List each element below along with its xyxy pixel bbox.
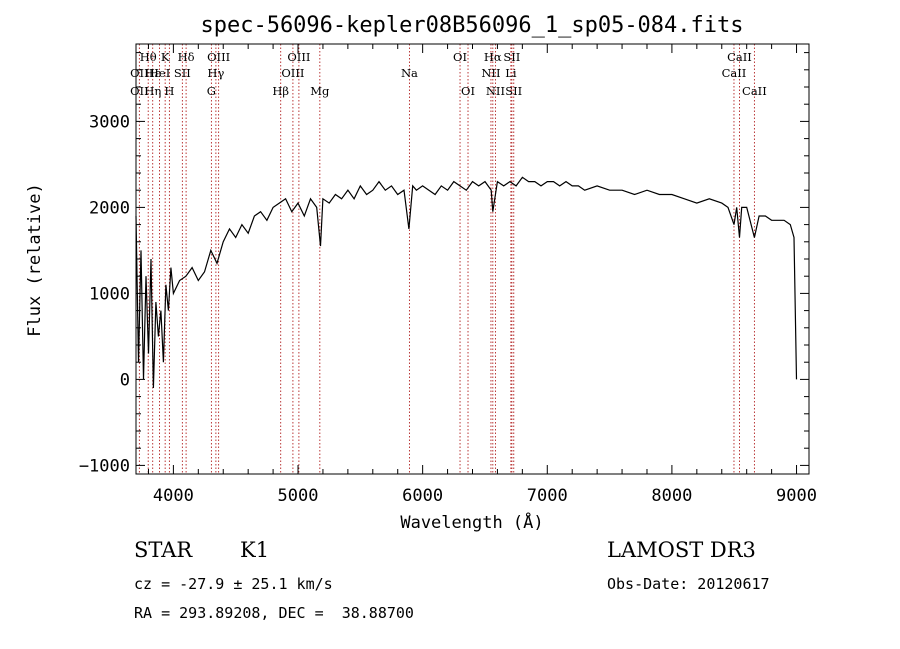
line-label: Li: [505, 66, 517, 80]
y-tick-label: 2000: [89, 198, 130, 218]
line-label: Mg: [310, 84, 330, 98]
x-axis-label: Wavelength (Å): [400, 511, 543, 533]
line-label: OIII: [207, 50, 230, 64]
x-tick-label: 8000: [651, 486, 692, 506]
x-tick-label: 5000: [278, 486, 319, 506]
line-label: OI: [453, 50, 467, 64]
x-tick-label: 4000: [153, 486, 194, 506]
y-tick-label: 0: [120, 370, 130, 390]
line-label: OII: [130, 66, 149, 80]
line-label: G: [207, 84, 216, 98]
line-label: H: [164, 84, 174, 98]
object-subclass: K1: [240, 538, 270, 562]
line-label: SII: [505, 84, 522, 98]
survey-name: LAMOST DR3: [607, 538, 756, 562]
plot-frame: [135, 43, 810, 475]
line-label: NII: [481, 66, 500, 80]
redshift-text: cz = -27.9 ± 25.1 km/s: [134, 575, 333, 593]
y-axis: −1000 0 1000 2000 3000: [79, 52, 809, 476]
line-label: HeI: [149, 66, 170, 80]
x-tick-label: 6000: [402, 486, 443, 506]
line-marker-group: [138, 44, 755, 474]
line-label: Hγ: [207, 66, 224, 80]
line-label: Hη: [144, 84, 161, 98]
line-label: OIII: [287, 50, 310, 64]
line-label: Hα: [484, 50, 502, 64]
line-label: OI: [461, 84, 475, 98]
line-label: Hβ: [272, 84, 289, 98]
x-tick-label: 7000: [527, 486, 568, 506]
y-axis-label: Flux (relative): [25, 183, 45, 337]
x-axis: 4000 5000 6000 7000 8000 9000: [147, 44, 817, 506]
line-label: CaII: [722, 66, 747, 80]
line-label: Hδ: [178, 50, 195, 64]
line-label: OII: [130, 84, 149, 98]
obs-date-text: Obs-Date: 20120617: [607, 575, 770, 593]
chart-title: spec-56096-kepler08B56096_1_sp05-084.fit…: [200, 13, 743, 38]
line-label: SII: [503, 50, 520, 64]
line-label: NII: [486, 84, 505, 98]
line-label: Hθ: [140, 50, 157, 64]
y-tick-label: −1000: [79, 456, 130, 476]
object-class: STAR: [134, 538, 193, 562]
y-tick-label: 1000: [89, 284, 130, 304]
spectrum-line: [135, 176, 798, 389]
line-label: Na: [401, 66, 418, 80]
y-tick-label: 3000: [89, 112, 130, 132]
line-label: CaII: [727, 50, 752, 64]
line-label: CaII: [742, 84, 767, 98]
line-label: K: [161, 50, 170, 64]
line-label: Hε: [145, 66, 161, 80]
coords-text: RA = 293.89208, DEC = 38.88700: [134, 604, 414, 622]
line-label: SII: [174, 66, 191, 80]
line-label: OIII: [281, 66, 304, 80]
x-tick-label: 9000: [776, 486, 817, 506]
